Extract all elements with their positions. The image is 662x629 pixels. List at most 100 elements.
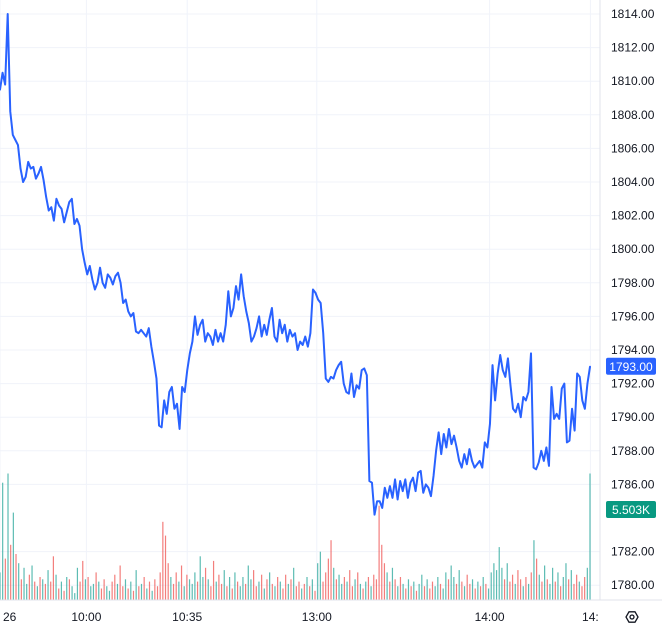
volume-bar: [87, 577, 89, 600]
volume-bar: [71, 586, 73, 600]
price-axis[interactable]: 1780.00 1782.00 1786.00 1788.00 1790.00 1792.…: [611, 7, 655, 592]
volume-bar: [351, 586, 353, 600]
volume-bar: [269, 572, 271, 600]
volume-bar: [263, 588, 265, 600]
volume-bar: [271, 583, 273, 600]
x-tick-label: 14:: [582, 610, 599, 624]
volume-bar: [293, 567, 295, 600]
volume-bar: [170, 577, 172, 600]
volume-bar: [146, 588, 148, 600]
volume-bar: [343, 577, 345, 600]
volume-bar: [175, 572, 177, 600]
volume-bar: [210, 586, 212, 600]
volume-bar: [370, 586, 372, 600]
volume-bar: [226, 586, 228, 600]
volume-bar: [576, 574, 578, 600]
volume-bar: [90, 586, 92, 600]
volume-bar: [586, 567, 588, 600]
volume-bar: [381, 544, 383, 600]
volume-bar: [325, 572, 327, 600]
volume-bar: [159, 572, 161, 600]
volume-bar: [511, 574, 514, 600]
volume-bar: [453, 577, 455, 600]
y-tick-label: 1800.00: [611, 242, 655, 256]
volume-bar: [215, 581, 217, 600]
volume-bar: [423, 586, 426, 600]
y-tick-label: 1782.00: [611, 545, 655, 559]
volume-bar: [319, 551, 321, 600]
volume-bar: [84, 579, 87, 600]
volume-bar: [98, 581, 100, 600]
volume-bar: [122, 586, 124, 600]
volume-bar: [285, 574, 287, 600]
volume-bar: [255, 586, 257, 600]
volume-bar: [258, 581, 260, 600]
volume-bar: [573, 583, 575, 600]
volume-bar: [399, 577, 402, 600]
volume-bar: [282, 588, 284, 600]
volume-bar: [26, 583, 28, 600]
volume-bar: [349, 570, 351, 600]
volume-bar: [237, 581, 239, 600]
volume-bar: [341, 583, 343, 600]
volume-bar: [212, 560, 215, 600]
y-tick-label: 1802.00: [611, 209, 655, 223]
volume-bar: [0, 572, 1, 600]
y-tick-label: 1808.00: [611, 108, 655, 122]
volume-bar: [335, 579, 337, 600]
y-tick-label: 1812.00: [611, 41, 655, 55]
volume-bar: [565, 563, 567, 600]
volume-bar: [490, 572, 492, 600]
volume-bar: [10, 544, 12, 600]
chart-grid: [0, 0, 600, 600]
volume-bar: [549, 583, 551, 600]
volume-bar: [202, 577, 204, 600]
volume-bar: [124, 579, 127, 600]
volume-bar: [2, 482, 4, 600]
volume-bar: [327, 558, 329, 600]
volume-bar: [546, 579, 548, 600]
volume-bar: [58, 588, 60, 600]
volume-bar: [434, 586, 436, 600]
volume-bar: [562, 577, 564, 600]
volume-bar: [458, 570, 460, 600]
volume-bar: [450, 565, 452, 600]
volume-bar: [34, 581, 36, 600]
volume-bar: [76, 567, 79, 600]
volume-bar: [130, 581, 132, 600]
volume-bar: [538, 574, 540, 600]
volume-bar: [389, 581, 391, 600]
time-axis[interactable]: 26 10:00 10:35 13:00 14:00 14:: [3, 610, 599, 624]
last-price-tag-bg: [606, 357, 656, 375]
x-tick-label: 14:00: [475, 610, 505, 624]
volume-bar: [498, 547, 500, 600]
volume-bar: [204, 567, 207, 600]
volume-bar: [365, 581, 367, 600]
volume-bar: [503, 579, 506, 600]
volume-bar: [346, 581, 348, 600]
y-tick-label: 1780.00: [611, 578, 655, 592]
volume-bar: [471, 579, 474, 600]
hexagon-settings-icon[interactable]: [625, 611, 639, 623]
volume-bar: [239, 586, 241, 600]
volume-bar: [570, 570, 572, 600]
volume-bar: [196, 581, 199, 600]
volume-bar: [367, 577, 370, 600]
volume-bar: [533, 540, 535, 600]
volume-bar: [4, 558, 6, 600]
volume-bar: [485, 583, 487, 600]
volume-bar: [578, 581, 580, 600]
volume-bar: [23, 567, 25, 600]
y-tick-label: 1806.00: [611, 141, 655, 155]
volume-bar: [63, 590, 65, 600]
volume-bar: [42, 579, 44, 600]
y-tick-label: 1794.00: [611, 343, 655, 357]
volume-bar: [277, 577, 279, 600]
volume-bar: [18, 563, 20, 600]
volume-bar: [405, 588, 407, 600]
volume-bar: [135, 570, 137, 600]
volume-bar: [383, 563, 386, 600]
volume-bar: [52, 556, 54, 600]
volume-bar: [20, 579, 22, 600]
